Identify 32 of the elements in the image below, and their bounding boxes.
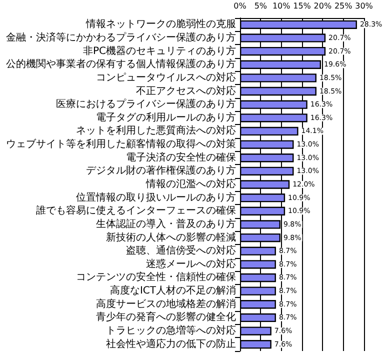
y-tick-label: 青少年の発育への影響の健全化 xyxy=(96,311,236,324)
x-tick-label: 20% xyxy=(314,2,332,10)
y-tick-label: 電子タグの利用ルールのあり方 xyxy=(96,111,236,124)
y-tick-label: 新技術の人体への影響の軽減 xyxy=(106,231,236,244)
y-tick-label: 生体認証の導入・普及のあり方 xyxy=(96,218,236,230)
y-tick-label: デジタル財の著作権保護のあり方 xyxy=(86,164,236,177)
x-tick-label: 0% xyxy=(234,2,247,10)
y-tick-label: 電子決済の安全性の確保 xyxy=(126,151,236,164)
y-tick-label: 社会性や適応力の低下の防止 xyxy=(106,338,236,350)
y-tick-label: 情報の氾濫への対応 xyxy=(145,178,236,190)
x-tick-label: 10% xyxy=(272,2,291,10)
y-tick-label: 情報ネットワークの脆弱性の克服 xyxy=(85,18,236,30)
y-tick-label: 金融・決済等にかかわるプライバシー保護のあり方 xyxy=(6,31,236,44)
x-tick-label: 15% xyxy=(293,2,312,10)
y-tick-label: 高度サービスの地域格差の解消 xyxy=(96,298,236,310)
y-tick-label: ウェブサイト等を利用した顧客情報の取得への対策 xyxy=(6,138,236,150)
y-tick-label: 不正アクセスへの対応 xyxy=(136,84,236,97)
y-tick-label: 位置情報の取り扱いルールのあり方 xyxy=(76,191,236,204)
y-tick-label: 公的機関や事業者の保有する個人情報保護のあり方 xyxy=(6,58,236,70)
y-tick-label: 盗聴、通信傍受への対応 xyxy=(126,244,236,257)
y-tick-label: 高度なICT人材の不足の解消 xyxy=(110,284,236,297)
y-tick-label: コンテンツの安全性・信頼性の確保 xyxy=(76,271,236,284)
x-tick-label: 30% xyxy=(355,2,374,10)
y-tick-label: ネットを利用した悪質商法への対応 xyxy=(76,124,236,137)
y-tick-label: 医療におけるプライバシー保護のあり方 xyxy=(56,98,236,110)
y-tick-label: コンピュータウイルスへの対応 xyxy=(96,71,236,84)
y-tick-label: 非PC機器のセキュリティのあり方 xyxy=(82,44,236,57)
y-tick-label: トラヒックの急増等への対応 xyxy=(106,324,236,337)
x-tick-label: 5% xyxy=(254,2,268,10)
y-tick-label: 迷惑メールへの対応 xyxy=(146,258,236,270)
x-tick-label: 25% xyxy=(334,2,353,10)
y-tick-label: 誰でも容易に使えるインターフェースの確保 xyxy=(36,204,236,217)
